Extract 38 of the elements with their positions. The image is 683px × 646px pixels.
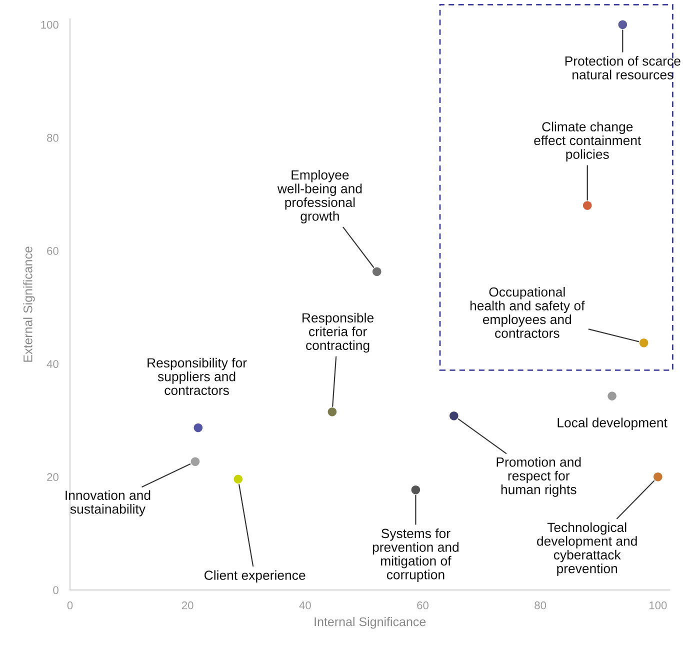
x-axis-title: Internal Significance (314, 617, 426, 629)
point (618, 20, 628, 29)
annotation: Responsibility for suppliers and contractors (148, 358, 247, 395)
point (639, 338, 648, 348)
annotation: Promotion and respect for human rights (496, 457, 581, 497)
y-tick-label: 0 (53, 586, 58, 594)
annotation: Occupational health and safety of employees and contractors (470, 286, 585, 338)
point (608, 392, 616, 400)
annotation: Technological development and cyberattack prevention (537, 522, 637, 576)
annotation: Climate change effect containment policies (534, 122, 642, 162)
y-tick-label: 20 (47, 473, 58, 482)
point (654, 472, 662, 482)
annotation: Local development (558, 418, 668, 430)
x-tick-label: 80 (534, 601, 546, 610)
x-tick-label: 60 (417, 601, 428, 610)
point (582, 201, 592, 210)
y-tick-label: 80 (47, 134, 58, 142)
point (190, 457, 200, 466)
annotation: Systems for prevention and mitigation of corruption (372, 528, 459, 582)
point (328, 407, 337, 416)
point (194, 423, 203, 432)
annotation: Innovation and sustainability (66, 490, 150, 516)
y-tick-label: 100 (41, 20, 58, 29)
y-tick-label: 40 (46, 360, 58, 368)
y-tick-label: 60 (47, 247, 58, 255)
x-tick-label: 40 (299, 601, 311, 610)
point (411, 486, 420, 494)
x-tick-label: 0 (67, 601, 73, 610)
x-tick-label: 20 (182, 601, 194, 610)
y-axis-title: External Significance (23, 246, 35, 362)
point (234, 474, 243, 484)
x-tick-label: 100 (650, 601, 667, 610)
annotation: Responsible criteria for contracting (302, 312, 374, 353)
point (450, 411, 458, 420)
annotation: Client experience (204, 570, 306, 583)
annotation: Employee well-being and professional growth (277, 170, 362, 224)
point (372, 267, 382, 276)
annotation: Protection of scarce natural resources (565, 56, 680, 80)
